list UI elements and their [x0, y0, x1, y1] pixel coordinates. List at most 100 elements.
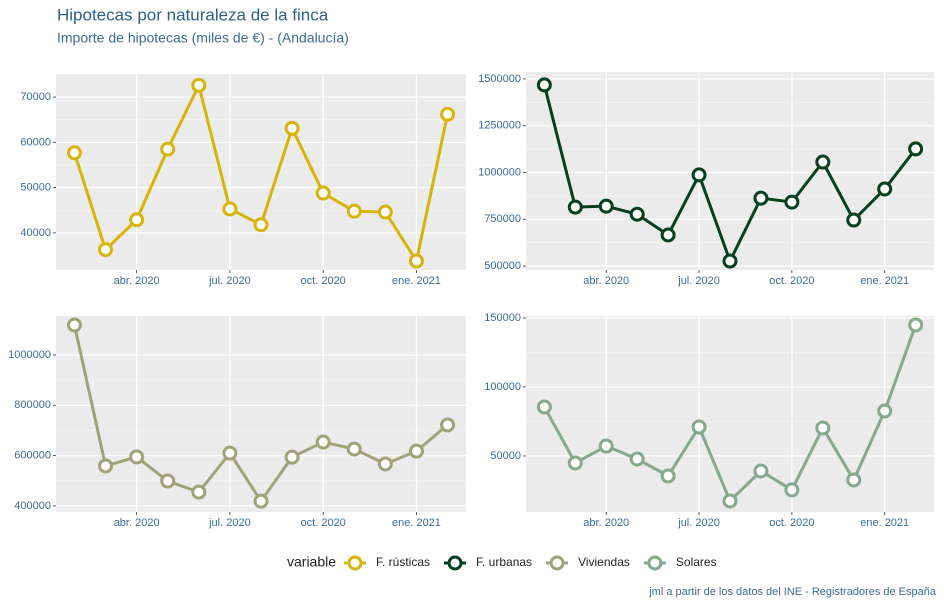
x-tick-label: jul. 2020 [208, 275, 251, 287]
y-tick-label: 100000 [484, 381, 521, 393]
point [66, 145, 82, 161]
x-tick-label: ene. 2021 [392, 275, 441, 287]
point [440, 417, 456, 433]
y-tick-label: 1000000 [478, 166, 521, 178]
point [346, 203, 362, 219]
x-tick-label: abr. 2020 [583, 517, 629, 529]
point [253, 493, 269, 509]
point [408, 443, 424, 459]
point [567, 455, 583, 471]
point [191, 77, 207, 93]
legend-label: F. urbanas [476, 555, 532, 569]
point [877, 181, 893, 197]
point [129, 212, 145, 228]
point [315, 185, 331, 201]
chart-title: Hipotecas por naturaleza de la finca [57, 5, 329, 24]
point [691, 167, 707, 183]
point [660, 227, 676, 243]
x-tick-label: oct. 2020 [769, 275, 814, 287]
point [346, 441, 362, 457]
y-tick-label: 1250000 [478, 120, 521, 132]
panel-background [526, 72, 934, 270]
point [98, 458, 114, 474]
legend-title: variable [287, 554, 336, 570]
point [722, 493, 738, 509]
point [191, 484, 207, 500]
point [315, 434, 331, 450]
point [753, 190, 769, 206]
panel-background [56, 74, 466, 270]
y-tick-label: 800000 [14, 399, 51, 411]
y-tick-label: 70000 [20, 91, 51, 103]
point [222, 201, 238, 217]
point [784, 194, 800, 210]
y-tick-label: 150000 [484, 312, 521, 324]
x-tick-label: abr. 2020 [583, 275, 629, 287]
point [222, 445, 238, 461]
point [629, 451, 645, 467]
y-tick-label: 60000 [20, 136, 51, 148]
legend-label: F. rústicas [376, 555, 430, 569]
point [846, 212, 862, 228]
x-tick-label: oct. 2020 [769, 517, 814, 529]
point [536, 77, 552, 93]
point [160, 141, 176, 157]
x-tick-label: ene. 2021 [392, 517, 441, 529]
point [722, 253, 738, 269]
point [536, 399, 552, 415]
x-tick-label: abr. 2020 [114, 517, 160, 529]
x-tick-label: ene. 2021 [860, 517, 909, 529]
x-tick-label: abr. 2020 [114, 275, 160, 287]
point [815, 154, 831, 170]
point [377, 456, 393, 472]
y-tick-label: 750000 [484, 213, 521, 225]
legend-label: Solares [676, 555, 717, 569]
point [846, 472, 862, 488]
point [377, 204, 393, 220]
legend-key [447, 555, 463, 571]
x-tick-label: jul. 2020 [677, 275, 720, 287]
point [284, 120, 300, 136]
x-tick-label: jul. 2020 [677, 517, 720, 529]
x-tick-label: jul. 2020 [208, 517, 251, 529]
point [629, 206, 645, 222]
y-tick-label: 400000 [14, 500, 51, 512]
point [877, 403, 893, 419]
point [129, 449, 145, 465]
y-tick-label: 1500000 [478, 73, 521, 85]
y-tick-label: 50000 [490, 450, 521, 462]
point [660, 468, 676, 484]
point [691, 419, 707, 435]
panel-background [56, 316, 466, 512]
panel-background [526, 316, 934, 512]
point [598, 198, 614, 214]
y-tick-label: 1000000 [8, 349, 51, 361]
point [598, 438, 614, 454]
point [908, 317, 924, 333]
y-tick-label: 600000 [14, 450, 51, 462]
point [66, 317, 82, 333]
x-tick-label: oct. 2020 [301, 517, 346, 529]
point [408, 253, 424, 269]
legend-label: Viviendas [578, 555, 630, 569]
y-tick-label: 40000 [20, 227, 51, 239]
point [284, 449, 300, 465]
point [784, 482, 800, 498]
caption: jml a partir de los datos del INE - Regi… [648, 586, 937, 598]
point [440, 106, 456, 122]
point [567, 199, 583, 215]
x-tick-label: oct. 2020 [301, 275, 346, 287]
legend-key [347, 555, 363, 571]
point [908, 141, 924, 157]
point [753, 463, 769, 479]
legend-key [549, 555, 565, 571]
point [815, 420, 831, 436]
y-tick-label: 50000 [20, 182, 51, 194]
legend-key [647, 555, 663, 571]
x-tick-label: ene. 2021 [860, 275, 909, 287]
point [253, 217, 269, 233]
point [98, 242, 114, 258]
y-tick-label: 500000 [484, 260, 521, 272]
chart-subtitle: Importe de hipotecas (miles de €) - (And… [57, 30, 349, 46]
